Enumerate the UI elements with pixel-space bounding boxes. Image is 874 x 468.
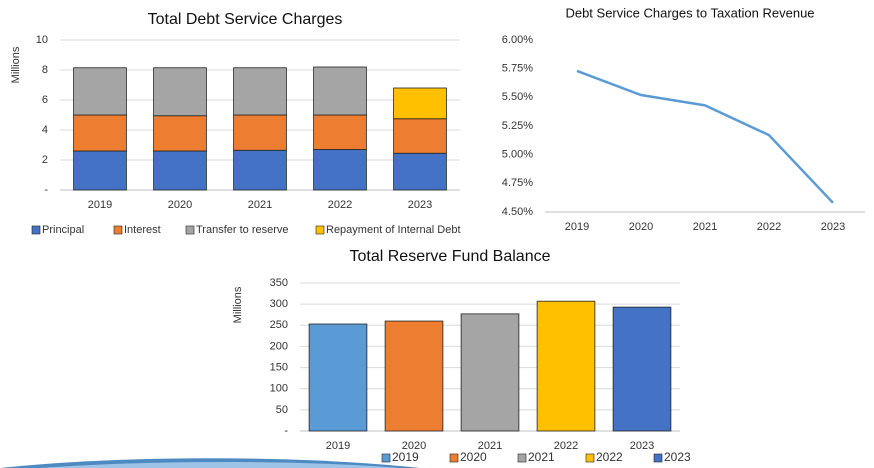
x-tick-label: 2019 bbox=[88, 199, 112, 211]
legend-swatch bbox=[315, 225, 325, 235]
y-tick-label: 6 bbox=[42, 94, 48, 106]
bar-segment bbox=[233, 114, 287, 151]
chart-title: Total Reserve Fund Balance bbox=[350, 248, 551, 265]
bar bbox=[612, 306, 672, 432]
x-tick-label: 2023 bbox=[408, 199, 432, 211]
x-tick-label: 2021 bbox=[248, 199, 272, 211]
y-tick-label: 250 bbox=[270, 319, 288, 331]
x-tick-label: 2020 bbox=[629, 221, 653, 233]
bar-segment bbox=[393, 152, 447, 191]
bar-segment bbox=[313, 149, 367, 191]
x-tick-label: 2019 bbox=[565, 221, 589, 233]
bar-segment bbox=[153, 150, 207, 191]
y-tick-label: - bbox=[284, 425, 288, 437]
y-tick-label: 10 bbox=[36, 34, 48, 46]
bar-segment bbox=[393, 118, 447, 154]
y-tick-label: 5.75% bbox=[502, 63, 533, 75]
legend-swatch bbox=[653, 453, 663, 463]
y-tick-label: 5.25% bbox=[502, 120, 533, 132]
x-tick-label: 2021 bbox=[478, 440, 502, 452]
bar-segment bbox=[313, 66, 367, 116]
y-tick-label: 50 bbox=[276, 404, 288, 416]
legend-swatch bbox=[517, 453, 527, 463]
legend-swatch bbox=[31, 225, 41, 235]
bar bbox=[460, 313, 520, 432]
legend-swatch bbox=[185, 225, 195, 235]
x-tick-label: 2023 bbox=[821, 221, 845, 233]
x-tick-label: 2020 bbox=[168, 199, 192, 211]
legend-swatch bbox=[113, 225, 123, 235]
y-tick-label: 150 bbox=[270, 361, 288, 373]
x-tick-label: 2022 bbox=[554, 440, 578, 452]
y-tick-label: 8 bbox=[42, 64, 48, 76]
x-tick-label: 2023 bbox=[630, 440, 654, 452]
legend-swatch bbox=[449, 453, 459, 463]
y-axis-label: Millions bbox=[10, 46, 22, 83]
chart-title: Debt Service Charges to Taxation Revenue bbox=[565, 5, 814, 20]
legend-label: 2023 bbox=[664, 450, 691, 464]
bar-segment bbox=[153, 115, 207, 152]
bar-segment bbox=[73, 67, 127, 116]
bar-segment bbox=[313, 114, 367, 150]
legend-label: 2022 bbox=[596, 450, 623, 464]
y-tick-label: 2 bbox=[42, 154, 48, 166]
x-tick-label: 2022 bbox=[328, 199, 352, 211]
bar-segment bbox=[393, 87, 447, 120]
bar-segment bbox=[233, 67, 287, 116]
y-tick-label: 300 bbox=[270, 298, 288, 310]
legend-swatch bbox=[585, 453, 595, 463]
bar-segment bbox=[73, 114, 127, 152]
y-tick-label: 5.00% bbox=[502, 149, 533, 161]
legend-label: 2019 bbox=[392, 450, 419, 464]
bar bbox=[536, 300, 596, 432]
line bbox=[576, 69, 834, 204]
x-tick-label: 2022 bbox=[757, 221, 781, 233]
y-axis-label: Millions bbox=[232, 286, 244, 323]
legend-label: Interest bbox=[124, 224, 161, 236]
y-tick-label: 4 bbox=[42, 124, 48, 136]
y-tick-label: - bbox=[44, 184, 48, 196]
y-tick-label: 100 bbox=[270, 383, 288, 395]
legend-swatch bbox=[381, 453, 391, 463]
bar bbox=[308, 323, 368, 432]
y-tick-label: 5.50% bbox=[502, 91, 533, 103]
y-tick-label: 200 bbox=[270, 340, 288, 352]
x-tick-label: 2020 bbox=[402, 440, 426, 452]
chart-title: Total Debt Service Charges bbox=[148, 11, 343, 28]
bar-segment bbox=[233, 149, 287, 191]
bar bbox=[384, 320, 444, 432]
y-tick-label: 350 bbox=[270, 277, 288, 289]
y-tick-label: 4.75% bbox=[502, 177, 533, 189]
legend-label: 2021 bbox=[528, 450, 555, 464]
x-tick-label: 2019 bbox=[326, 440, 350, 452]
y-tick-label: 4.50% bbox=[502, 206, 533, 218]
decor-swoosh-light bbox=[40, 462, 400, 468]
bar-segment bbox=[153, 67, 207, 117]
legend-label: 2020 bbox=[460, 450, 487, 464]
x-tick-label: 2021 bbox=[693, 221, 717, 233]
y-tick-label: 6.00% bbox=[502, 34, 533, 46]
legend-label: Transfer to reserve bbox=[196, 224, 289, 236]
legend-label: Principal bbox=[42, 224, 84, 236]
bar-segment bbox=[73, 150, 127, 191]
legend-label: Repayment of Internal Debt bbox=[326, 224, 461, 236]
